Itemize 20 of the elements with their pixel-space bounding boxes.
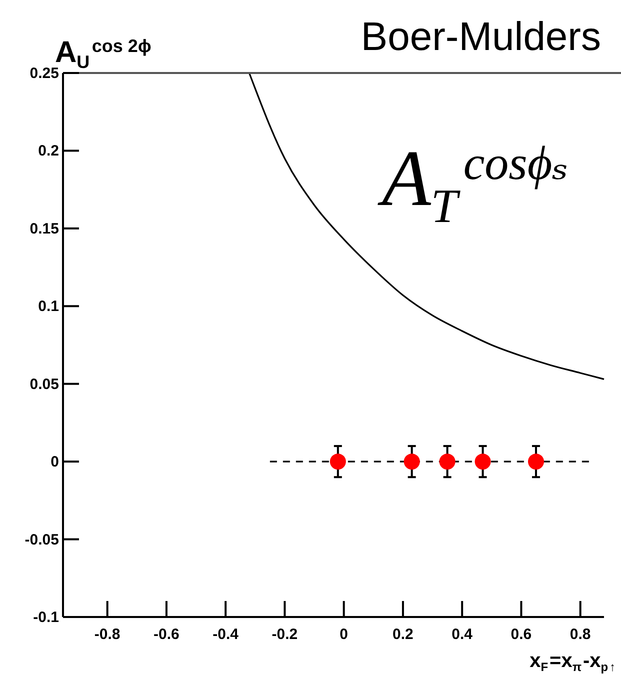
line-series bbox=[248, 72, 605, 380]
y-tick-label: 0 bbox=[50, 454, 59, 471]
x-tick-label: -0.8 bbox=[94, 626, 120, 643]
x-tick-label: -0.6 bbox=[154, 626, 180, 643]
chart-title: Boer-Mulders bbox=[360, 15, 601, 59]
y-tick-label: 0.25 bbox=[30, 65, 59, 82]
y-tick-label: 0.1 bbox=[38, 298, 59, 316]
x-axis-title: x$_{F}$=x$_{π}$-x$_{p↑}$ bbox=[530, 650, 617, 674]
x-tick-label: -0.4 bbox=[212, 626, 240, 643]
x-tick-label: 0.4 bbox=[452, 626, 474, 643]
y-tick-label: -0.1 bbox=[33, 609, 59, 626]
y-tick-label: 0.05 bbox=[30, 376, 59, 393]
x-tick-label: 0.8 bbox=[570, 626, 591, 643]
y-tick-label: 0.2 bbox=[38, 142, 59, 160]
x-tick-label: 0 bbox=[340, 626, 348, 643]
x-tick-label: 0.6 bbox=[510, 626, 532, 643]
y-tick-label: 0.15 bbox=[30, 220, 59, 238]
x-tick-label: 0.2 bbox=[392, 626, 414, 643]
x-tick-label: -0.2 bbox=[272, 626, 298, 643]
y-tick-label: -0.05 bbox=[24, 531, 59, 548]
